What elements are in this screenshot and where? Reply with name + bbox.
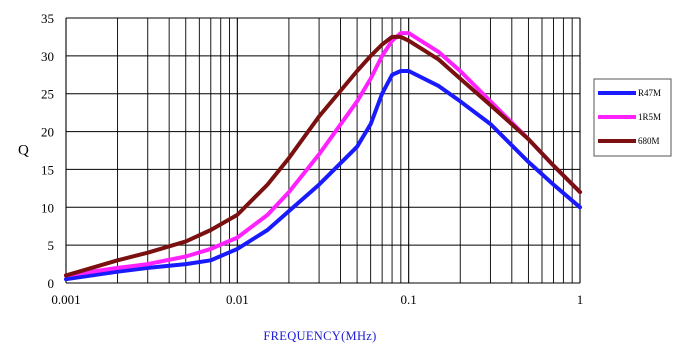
series-layer <box>64 31 582 282</box>
y-tick-label: 0 <box>48 276 55 291</box>
legend-label: R47M <box>638 88 661 98</box>
y-tick-label: 25 <box>41 87 54 102</box>
y-tick-label: 35 <box>41 11 54 26</box>
legend: R47M 1R5M 680M <box>593 78 672 157</box>
x-tick-label: 0.01 <box>226 292 249 307</box>
y-tick-label: 15 <box>41 162 54 177</box>
x-tick-label: 1 <box>577 292 584 307</box>
y-tick-label: 20 <box>41 125 54 140</box>
grid <box>65 17 581 284</box>
tick-labels: 0 5 10 15 20 25 30 35 0.001 0.01 0.1 1 <box>41 11 583 307</box>
legend-label: 680M <box>638 136 660 146</box>
x-axis-label: FREQUENCY(MHz) <box>263 329 376 343</box>
x-tick-label: 0.001 <box>51 292 80 307</box>
y-tick-label: 5 <box>48 238 55 253</box>
series-line-R47M <box>64 69 582 282</box>
legend-label: 1R5M <box>638 112 661 122</box>
series-line-680M <box>64 34 582 278</box>
y-tick-label: 30 <box>41 49 54 64</box>
y-axis-label: Q <box>18 143 29 159</box>
x-tick-label: 0.1 <box>401 292 417 307</box>
y-tick-label: 10 <box>41 200 54 215</box>
series-line-1R5M <box>64 31 582 278</box>
